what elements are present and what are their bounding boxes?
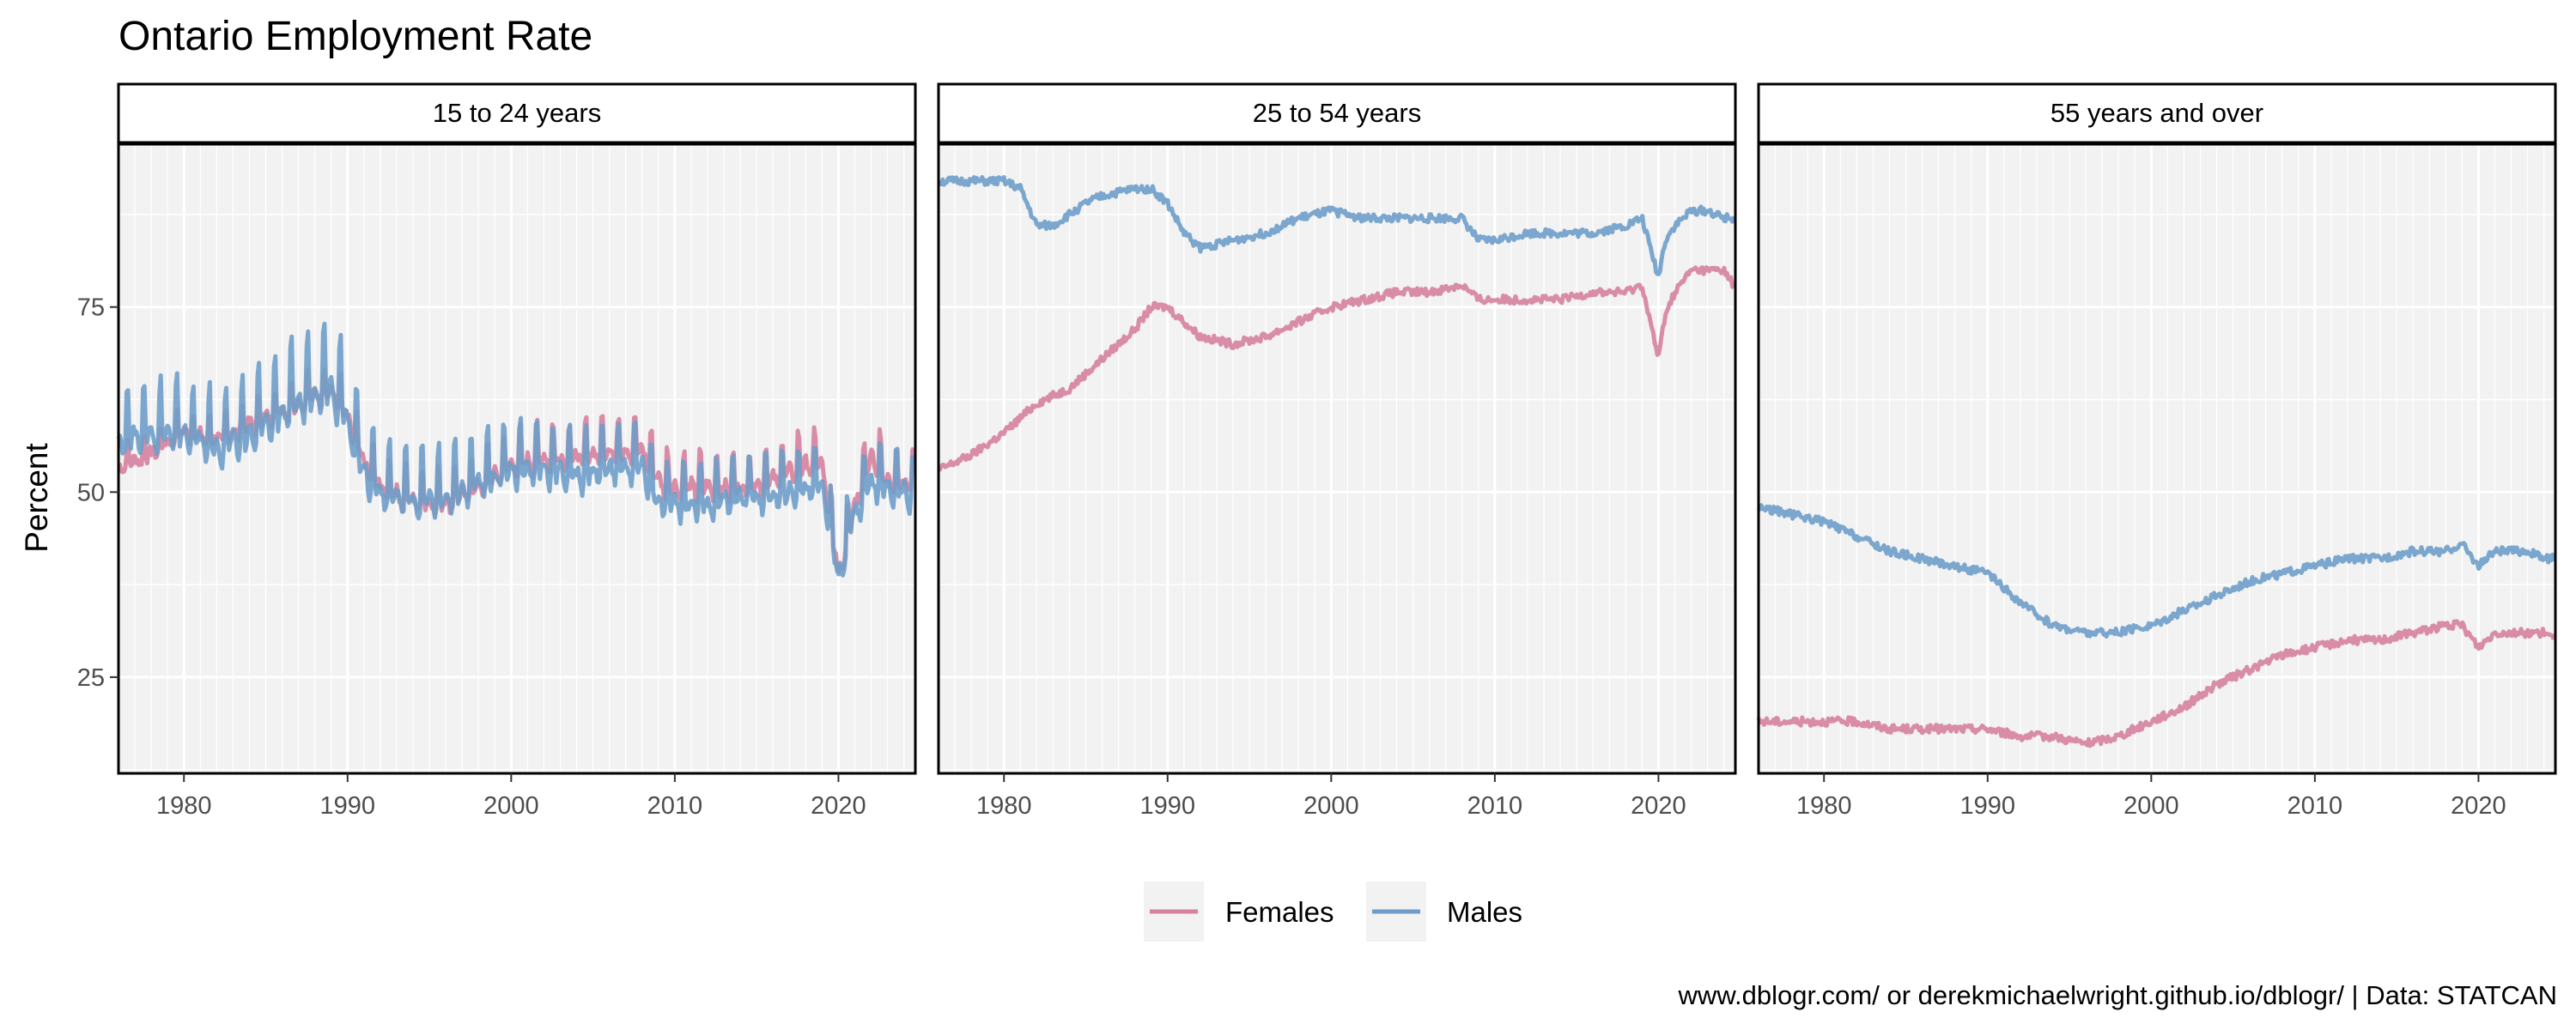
series-line-males [937, 174, 1736, 276]
facet-strip-label: 25 to 54 years [1253, 98, 1421, 128]
x-tick-label: 2000 [2123, 792, 2179, 820]
panel-border [1757, 142, 2557, 775]
x-tick-label: 1980 [976, 792, 1032, 820]
y-tick-label: 25 [77, 664, 105, 692]
facet-panels: 15 to 24 years 1980 1990 2000 2010 2020 25 50 75… [77, 82, 2557, 820]
x-tick-label: 1990 [320, 792, 376, 820]
legend-item-males: Males [1366, 882, 1522, 942]
panel-background [939, 144, 1735, 773]
x-tick-label: 2010 [2287, 792, 2343, 820]
caption: www.dblogr.com/ or derekmichaelwright.gi… [1678, 980, 2557, 1010]
series-line-females [937, 265, 1735, 472]
x-tick-label: 2000 [483, 792, 539, 820]
panel-border [117, 142, 917, 775]
series-line-females [1756, 619, 2556, 748]
legend-label: Males [1447, 896, 1522, 928]
x-tick-label: 1980 [1796, 792, 1852, 820]
x-tick-label: 1990 [1960, 792, 2016, 820]
facet-strip [1757, 82, 2557, 144]
facet-strip [937, 82, 1737, 144]
x-tick-label: 1980 [156, 792, 212, 820]
x-tick-label: 2000 [1303, 792, 1359, 820]
facet-panel-1: 15 to 24 years 1980 1990 2000 2010 2020 25 50 75 [77, 82, 917, 820]
series-line-males [1756, 503, 2556, 639]
gridlines [938, 144, 1735, 773]
legend-label: Females [1225, 896, 1334, 928]
x-tick-label: 1990 [1140, 792, 1196, 820]
x-tick-label: 2020 [2451, 792, 2506, 820]
facet-panel-2: 25 to 54 years 1980 1990 2000 2010 2020 [937, 82, 1737, 820]
facet-strip-label: 55 years and over [2050, 98, 2263, 128]
x-tick-label: 2020 [811, 792, 866, 820]
y-tick-label: 75 [77, 294, 105, 322]
facet-strip [117, 82, 917, 144]
chart-title: Ontario Employment Rate [118, 14, 592, 59]
facet-strip-label: 15 to 24 years [433, 98, 601, 128]
facet-panel-3: 55 years and over 1980 1990 2000 2010 2020 [1756, 82, 2557, 820]
legend: Females Males [1144, 882, 1522, 942]
x-tick-label: 2010 [1467, 792, 1523, 820]
legend-item-females: Females [1144, 882, 1334, 942]
panel-background [1759, 144, 2555, 773]
y-tick-label: 50 [77, 479, 105, 506]
y-axis-title: Percent [19, 443, 54, 553]
series-line-males [116, 321, 916, 578]
x-tick-label: 2010 [647, 792, 703, 820]
panel-border [937, 142, 1737, 775]
x-tick-label: 2020 [1631, 792, 1686, 820]
